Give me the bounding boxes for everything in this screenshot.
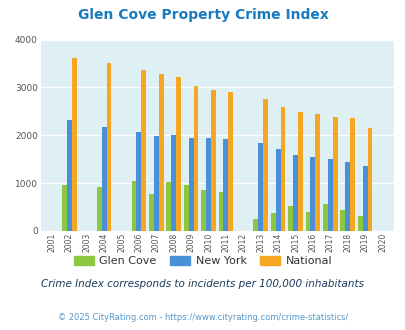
Bar	[258, 144, 262, 231]
Bar	[218, 192, 223, 231]
Bar	[280, 107, 285, 231]
Bar	[223, 139, 228, 231]
Bar	[322, 204, 327, 231]
Bar	[332, 117, 337, 231]
Bar	[275, 149, 280, 231]
Bar	[149, 194, 153, 231]
Bar	[153, 136, 158, 231]
Bar	[201, 190, 206, 231]
Bar	[357, 216, 362, 231]
Bar	[67, 120, 72, 231]
Bar	[288, 206, 292, 231]
Bar	[367, 128, 371, 231]
Legend: Glen Cove, New York, National: Glen Cove, New York, National	[69, 251, 336, 271]
Bar	[188, 138, 193, 231]
Bar	[171, 135, 176, 231]
Bar	[362, 166, 367, 231]
Bar	[62, 184, 67, 231]
Bar	[131, 181, 136, 231]
Bar	[292, 155, 297, 231]
Bar	[96, 187, 101, 231]
Bar	[101, 127, 106, 231]
Bar	[166, 182, 171, 231]
Bar	[183, 184, 188, 231]
Bar	[344, 162, 349, 231]
Bar	[253, 218, 258, 231]
Bar	[193, 85, 198, 231]
Bar	[262, 99, 267, 231]
Bar	[297, 112, 302, 231]
Bar	[141, 70, 146, 231]
Bar	[327, 159, 332, 231]
Bar	[136, 132, 141, 231]
Bar	[206, 138, 211, 231]
Bar	[305, 212, 310, 231]
Text: Glen Cove Property Crime Index: Glen Cove Property Crime Index	[77, 8, 328, 22]
Text: Crime Index corresponds to incidents per 100,000 inhabitants: Crime Index corresponds to incidents per…	[41, 279, 364, 289]
Bar	[211, 90, 215, 231]
Bar	[72, 58, 77, 231]
Bar	[270, 213, 275, 231]
Bar	[106, 63, 111, 231]
Bar	[349, 118, 354, 231]
Bar	[315, 114, 320, 231]
Bar	[176, 78, 181, 231]
Text: © 2025 CityRating.com - https://www.cityrating.com/crime-statistics/: © 2025 CityRating.com - https://www.city…	[58, 313, 347, 322]
Bar	[158, 74, 163, 231]
Bar	[228, 92, 232, 231]
Bar	[339, 211, 344, 231]
Bar	[310, 157, 315, 231]
